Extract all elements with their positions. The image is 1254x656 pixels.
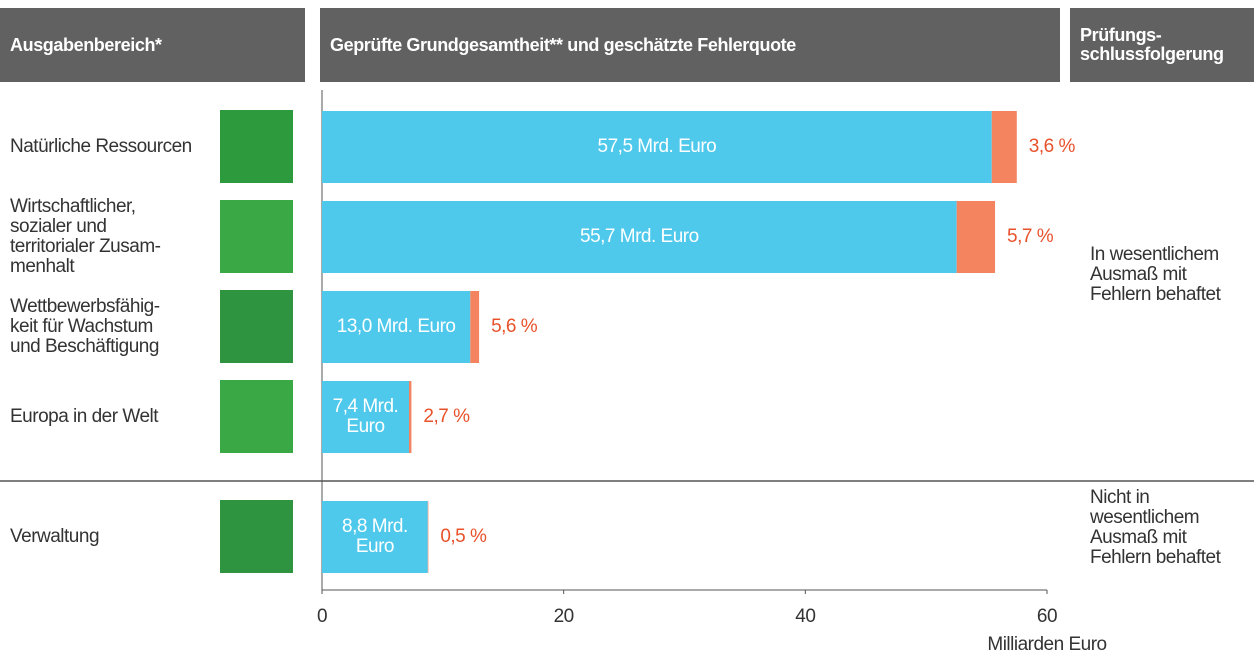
- rate-label: 2,7 %: [423, 406, 470, 427]
- category-label: Natürliche Ressourcen: [10, 136, 192, 157]
- column-header: Ausgabenbereich*: [0, 8, 305, 82]
- conclusion: Nicht in wesentlichem Ausmaß mit Fehlern…: [1090, 487, 1221, 568]
- error-segment: [470, 291, 480, 363]
- error-segment: [991, 111, 1017, 183]
- icon: [220, 500, 293, 573]
- value-label: 13,0 Mrd. Euro: [336, 316, 456, 337]
- rate-label: 5,7 %: [1007, 226, 1054, 247]
- value-label: 8,8 Mrd. Euro: [342, 516, 408, 557]
- error-segment: [427, 501, 429, 573]
- value-label: 7,4 Mrd. Euro: [332, 396, 399, 437]
- column-header: Prüfungs- schlussfolgerung: [1070, 8, 1254, 82]
- error-segment: [409, 381, 412, 453]
- category-label: Europa in der Welt: [10, 406, 159, 427]
- category-label: Wettbewerbsfähig- keit für Wachstum und …: [10, 296, 160, 357]
- icon: [220, 200, 293, 273]
- category-label: Wirtschaftlicher, sozialer und territori…: [10, 196, 161, 277]
- rate-label: 5,6 %: [491, 316, 538, 337]
- x-tick-label: 60: [1036, 606, 1058, 627]
- rate-label: 3,6 %: [1028, 136, 1076, 157]
- x-tick-label: 0: [316, 606, 328, 627]
- bar: [322, 381, 410, 453]
- icons: [220, 110, 293, 573]
- value-label: 55,7 Mrd. Euro: [580, 226, 699, 247]
- error-segment: [956, 201, 996, 273]
- x-tick-label: 40: [795, 606, 816, 627]
- icon: [220, 290, 293, 363]
- value-label: 57,5 Mrd. Euro: [597, 136, 717, 157]
- icon: [220, 110, 293, 183]
- column-header: Geprüfte Grundgesamtheit** und geschätzt…: [320, 8, 1060, 82]
- x-axis-label: Milliarden Euro: [987, 634, 1107, 655]
- category-label: Verwaltung: [10, 526, 100, 547]
- bar: [322, 501, 428, 573]
- rate-label: 0,5 %: [440, 526, 487, 547]
- icon: [220, 380, 293, 453]
- bar: [322, 111, 992, 183]
- conclusion: In wesentlichem Ausmaß mit Fehlern behaf…: [1090, 244, 1221, 305]
- x-tick-label: 20: [553, 606, 575, 627]
- bar: [322, 201, 957, 273]
- bar: [322, 291, 471, 363]
